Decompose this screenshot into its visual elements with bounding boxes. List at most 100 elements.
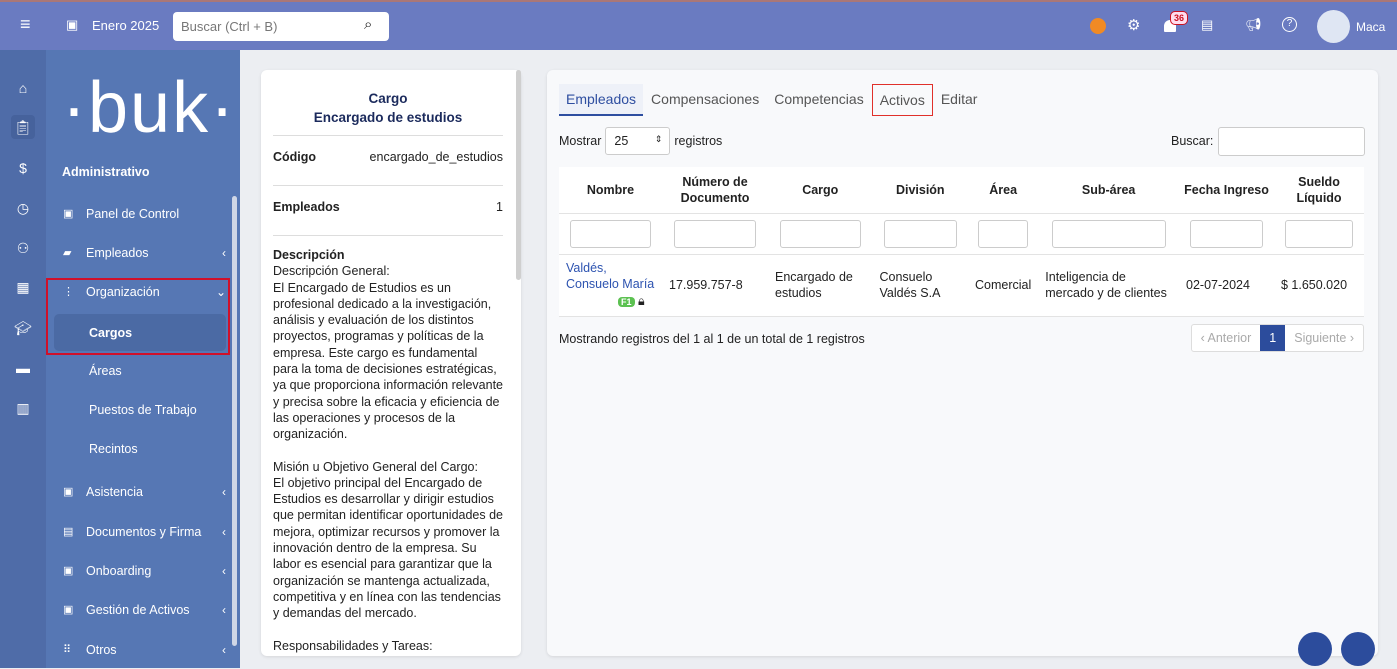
label: Organización [86, 285, 160, 299]
cell-documento: 17.959.757-8 [662, 254, 769, 317]
search-label: Buscar: [1171, 134, 1214, 148]
filter-input[interactable] [1284, 219, 1354, 248]
sidebar-item-recintos[interactable]: Recintos [89, 442, 138, 456]
search-icon[interactable]: ⌕ [364, 16, 373, 33]
cake-icon[interactable]: ▦ [16, 279, 30, 295]
codigo-label: Código [273, 150, 317, 164]
filter-input[interactable] [977, 219, 1029, 248]
top-bar: ≡ ▣ Enero 2025 Buscar (Ctrl + B) ⌕ ⚙ 36 … [0, 0, 1397, 50]
filter-input[interactable] [570, 219, 651, 248]
col-division[interactable]: División [872, 167, 968, 214]
sidebar-item-otros[interactable]: ⠿ Otros ‹ [54, 631, 234, 669]
menu-icon[interactable]: ≡ [20, 14, 31, 34]
col-fecha[interactable]: Fecha Ingreso [1179, 167, 1274, 214]
folder-icon[interactable]: ▬ [16, 360, 30, 376]
clock-icon[interactable]: ◷ [16, 200, 30, 216]
chat-button[interactable] [1298, 632, 1332, 666]
filter-input[interactable] [883, 219, 957, 248]
sidebar-item-onboarding[interactable]: ▣ Onboarding ‹ [54, 552, 234, 590]
page-size-value: 25 [614, 134, 629, 148]
sidebar-item-panel[interactable]: ▣ Panel de Control [54, 195, 234, 233]
table-search-input[interactable] [1218, 127, 1365, 156]
tab-compensaciones[interactable]: Compensaciones [651, 91, 760, 107]
sidebar: ·buk· Administrativo ▣ Panel de Control ▰… [46, 50, 240, 668]
buk-logo: ·buk· [62, 68, 237, 148]
codigo-value: encargado_de_estudios [369, 150, 503, 164]
description-general: Descripción General: El Encargado de Est… [273, 264, 503, 442]
clipboard-icon[interactable]: 📋︎ [11, 115, 35, 139]
prev-button[interactable]: ‹ Anterior [1200, 331, 1252, 345]
onboarding-icon: ▣ [63, 565, 74, 577]
sidebar-item-activos[interactable]: ▣ Gestión de Activos ‹ [54, 591, 234, 629]
chart-icon: ▣ [63, 208, 74, 220]
employees-card: Empleados Compensaciones Competencias Ac… [547, 70, 1378, 656]
col-documento[interactable]: Número de Documento [662, 167, 769, 214]
col-nombre[interactable]: Nombre [559, 167, 662, 214]
chevron-left-icon: ‹ [222, 643, 226, 657]
filter-input[interactable] [779, 219, 861, 248]
col-cargo[interactable]: Cargo [768, 167, 873, 214]
tab-empleados[interactable]: Empleados [559, 84, 644, 116]
avatar[interactable] [1317, 10, 1350, 43]
people-icon[interactable]: ⚇ [16, 240, 30, 256]
employees-table: Nombre Número de Documento Cargo Divisió… [559, 167, 1364, 317]
sidebar-item-puestos[interactable]: Puestos de Trabajo [89, 403, 197, 417]
col-sueldo[interactable]: Sueldo Líquido [1274, 167, 1364, 214]
tab-activos[interactable]: Activos [871, 84, 933, 116]
home-icon[interactable]: ⌂ [18, 80, 28, 96]
calendar-icon[interactable]: ▣ [66, 17, 79, 32]
section-title: Administrativo [62, 165, 150, 179]
gear-icon[interactable]: ⚙ [1127, 17, 1141, 34]
tab-competencias[interactable]: Competencias [774, 91, 864, 107]
notification-badge: 36 [1170, 11, 1189, 25]
description-mission: Misión u Objetivo General del Cargo: El … [273, 459, 504, 621]
chevron-down-icon: ⌄ [215, 285, 226, 299]
f1-badge: F1 [618, 296, 635, 307]
next-button[interactable]: Siguiente › [1294, 331, 1354, 345]
sidebar-item-organizacion[interactable]: ⋮ Organización ⌄ [54, 273, 234, 311]
cargo-detail-card: Cargo Encargado de estudios Código encarg… [261, 70, 521, 656]
support-button[interactable] [1341, 632, 1375, 666]
filter-input[interactable] [1051, 219, 1166, 248]
help-icon[interactable]: ? [1282, 17, 1297, 32]
store-icon[interactable]: ▥ [16, 400, 30, 416]
cargo-heading: Cargo [368, 91, 408, 106]
sidebar-item-documentos[interactable]: ▤ Documentos y Firma ‹ [54, 513, 234, 551]
notes-icon[interactable]: ▤ [1201, 17, 1214, 32]
label: Gestión de Activos [86, 603, 190, 617]
dollar-icon[interactable]: $ [19, 160, 27, 176]
page-size-select[interactable]: 25 ⇕ [605, 127, 671, 155]
filter-input[interactable] [673, 219, 757, 248]
cell-subarea: Inteligencia de mercado y de clientes [1038, 254, 1179, 317]
briefcase-icon: ▰ [63, 247, 72, 259]
header-row: Nombre Número de Documento Cargo Divisió… [559, 167, 1364, 214]
page-1-button[interactable]: 1 [1260, 325, 1286, 351]
empleados-label: Empleados [273, 200, 340, 214]
cargo-name: Encargado de estudios [313, 110, 463, 125]
filter-input[interactable] [1190, 219, 1263, 248]
user-name[interactable]: Maca [1356, 20, 1386, 34]
highlight-box [46, 278, 230, 355]
tabs: Empleados Compensaciones Competencias Ac… [559, 84, 985, 116]
sidebar-item-asistencia[interactable]: ▣ Asistencia ‹ [54, 473, 234, 511]
employee-link[interactable]: Valdés, Consuelo María [566, 260, 655, 292]
search-input[interactable]: Buscar (Ctrl + B) [173, 12, 389, 41]
sidebar-item-cargos[interactable]: Cargos [54, 314, 226, 351]
label: Asistencia [86, 485, 143, 499]
cell-area: Comercial [968, 254, 1039, 317]
org-icon: ⋮ [63, 286, 74, 298]
icon-rail: ⌂ 📋︎ $ ◷ ⚇ ▦ 🎓︎ ▬ ▥ [0, 50, 46, 668]
chevron-left-icon: ‹ [222, 603, 226, 617]
sidebar-item-areas[interactable]: Áreas [89, 364, 122, 378]
period-selector[interactable]: Enero 2025 [92, 18, 160, 33]
sidebar-item-empleados[interactable]: ▰ Empleados ‹ [54, 234, 234, 272]
sort-icon: ⇕ [654, 134, 663, 144]
sidebar-scrollbar[interactable] [232, 196, 237, 646]
tab-editar[interactable]: Editar [940, 91, 978, 107]
col-subarea[interactable]: Sub-área [1038, 167, 1179, 214]
detail-scrollbar[interactable] [516, 70, 521, 280]
megaphone-icon[interactable]: 📢︎ [1245, 17, 1262, 32]
live-icon[interactable] [1090, 18, 1106, 34]
col-area[interactable]: Área [968, 167, 1039, 214]
graduation-icon[interactable]: 🎓︎ [14, 320, 32, 336]
